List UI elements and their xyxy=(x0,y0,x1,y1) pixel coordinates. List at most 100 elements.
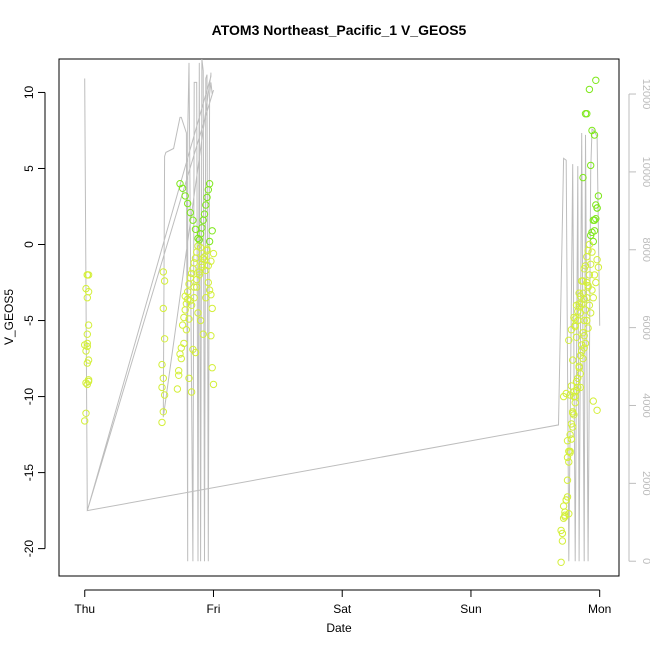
data-point xyxy=(575,362,583,370)
data-point xyxy=(190,283,198,291)
data-point xyxy=(583,253,591,261)
y-tick-label: 10 xyxy=(22,85,36,99)
data-point xyxy=(567,382,576,390)
data-point xyxy=(193,283,201,291)
data-point xyxy=(581,339,590,348)
data-point xyxy=(209,380,218,389)
data-point xyxy=(581,262,590,270)
altitude-line-layer xyxy=(84,58,601,562)
data-point xyxy=(587,161,595,170)
x-axis-label: Date xyxy=(326,621,352,635)
data-point xyxy=(185,315,193,323)
data-point xyxy=(178,184,187,193)
data-point xyxy=(204,278,213,287)
plot-frame xyxy=(58,58,620,577)
data-point xyxy=(178,321,187,329)
data-point xyxy=(200,253,209,261)
data-point xyxy=(590,271,599,279)
data-point xyxy=(187,388,196,396)
data-point xyxy=(563,493,572,501)
data-point xyxy=(84,321,93,329)
data-point xyxy=(160,391,169,399)
data-point xyxy=(567,435,576,443)
data-point xyxy=(579,354,587,363)
data-point xyxy=(189,216,197,224)
data-point xyxy=(207,332,215,340)
data-point xyxy=(159,268,168,276)
data-point xyxy=(565,336,573,344)
data-point xyxy=(580,344,588,352)
right-tick-label: 10000 xyxy=(640,157,650,188)
data-point xyxy=(589,294,597,302)
data-point xyxy=(584,324,592,332)
data-point xyxy=(177,354,186,363)
data-point xyxy=(175,367,183,375)
data-point xyxy=(585,271,594,279)
data-point xyxy=(557,558,565,566)
data-point xyxy=(559,502,568,510)
data-point xyxy=(592,278,600,287)
data-point xyxy=(583,316,591,325)
data-point xyxy=(566,430,574,439)
data-point xyxy=(571,392,579,401)
data-point xyxy=(202,201,210,209)
data-point xyxy=(187,301,196,309)
data-point xyxy=(173,385,182,393)
x-tick-label: Thu xyxy=(74,602,95,616)
data-point xyxy=(182,326,191,334)
data-point xyxy=(181,192,189,200)
y-tick-label: -20 xyxy=(22,540,36,558)
data-point xyxy=(205,237,214,246)
altitude-line xyxy=(84,58,601,562)
data-point xyxy=(180,313,188,322)
data-point xyxy=(576,370,585,378)
data-point xyxy=(83,271,92,279)
chart-title: ATOM3 Northeast_Pacific_1 V_GEOS5 xyxy=(212,22,467,38)
points-layer xyxy=(81,76,603,566)
data-point xyxy=(587,260,595,268)
data-point xyxy=(588,248,596,256)
right-tick-label: 4000 xyxy=(640,393,650,417)
data-point xyxy=(207,257,215,265)
data-point xyxy=(575,303,583,311)
data-point xyxy=(81,417,89,425)
x-tick-label: Fri xyxy=(206,602,220,616)
y-tick-label: -10 xyxy=(22,388,36,406)
data-point xyxy=(176,350,184,358)
data-point xyxy=(208,227,216,235)
y-tick-label: 5 xyxy=(22,165,36,172)
data-point xyxy=(567,420,576,428)
data-point xyxy=(593,406,601,414)
data-point xyxy=(584,281,592,290)
data-point xyxy=(587,309,595,317)
data-point xyxy=(184,199,192,208)
data-point xyxy=(158,360,166,369)
data-point xyxy=(82,409,90,417)
data-point xyxy=(84,288,93,296)
y-tick-label: -5 xyxy=(22,315,36,326)
data-point xyxy=(569,356,577,364)
data-point xyxy=(83,330,92,338)
data-point xyxy=(190,259,198,267)
data-point xyxy=(187,269,196,278)
data-point xyxy=(175,371,183,379)
data-point xyxy=(159,304,168,313)
data-point xyxy=(563,437,572,445)
data-point xyxy=(158,383,166,392)
data-point xyxy=(180,339,188,348)
data-point xyxy=(186,297,195,305)
data-point xyxy=(585,85,594,94)
data-point xyxy=(203,193,211,202)
data-point xyxy=(186,208,195,217)
data-point xyxy=(566,447,574,455)
data-point xyxy=(585,301,594,309)
data-point xyxy=(557,526,565,535)
data-point xyxy=(159,374,168,382)
data-point xyxy=(565,510,573,518)
data-point xyxy=(158,418,166,427)
data-point xyxy=(594,263,603,271)
data-point xyxy=(593,256,601,264)
data-point xyxy=(569,409,577,417)
data-point xyxy=(562,389,570,398)
